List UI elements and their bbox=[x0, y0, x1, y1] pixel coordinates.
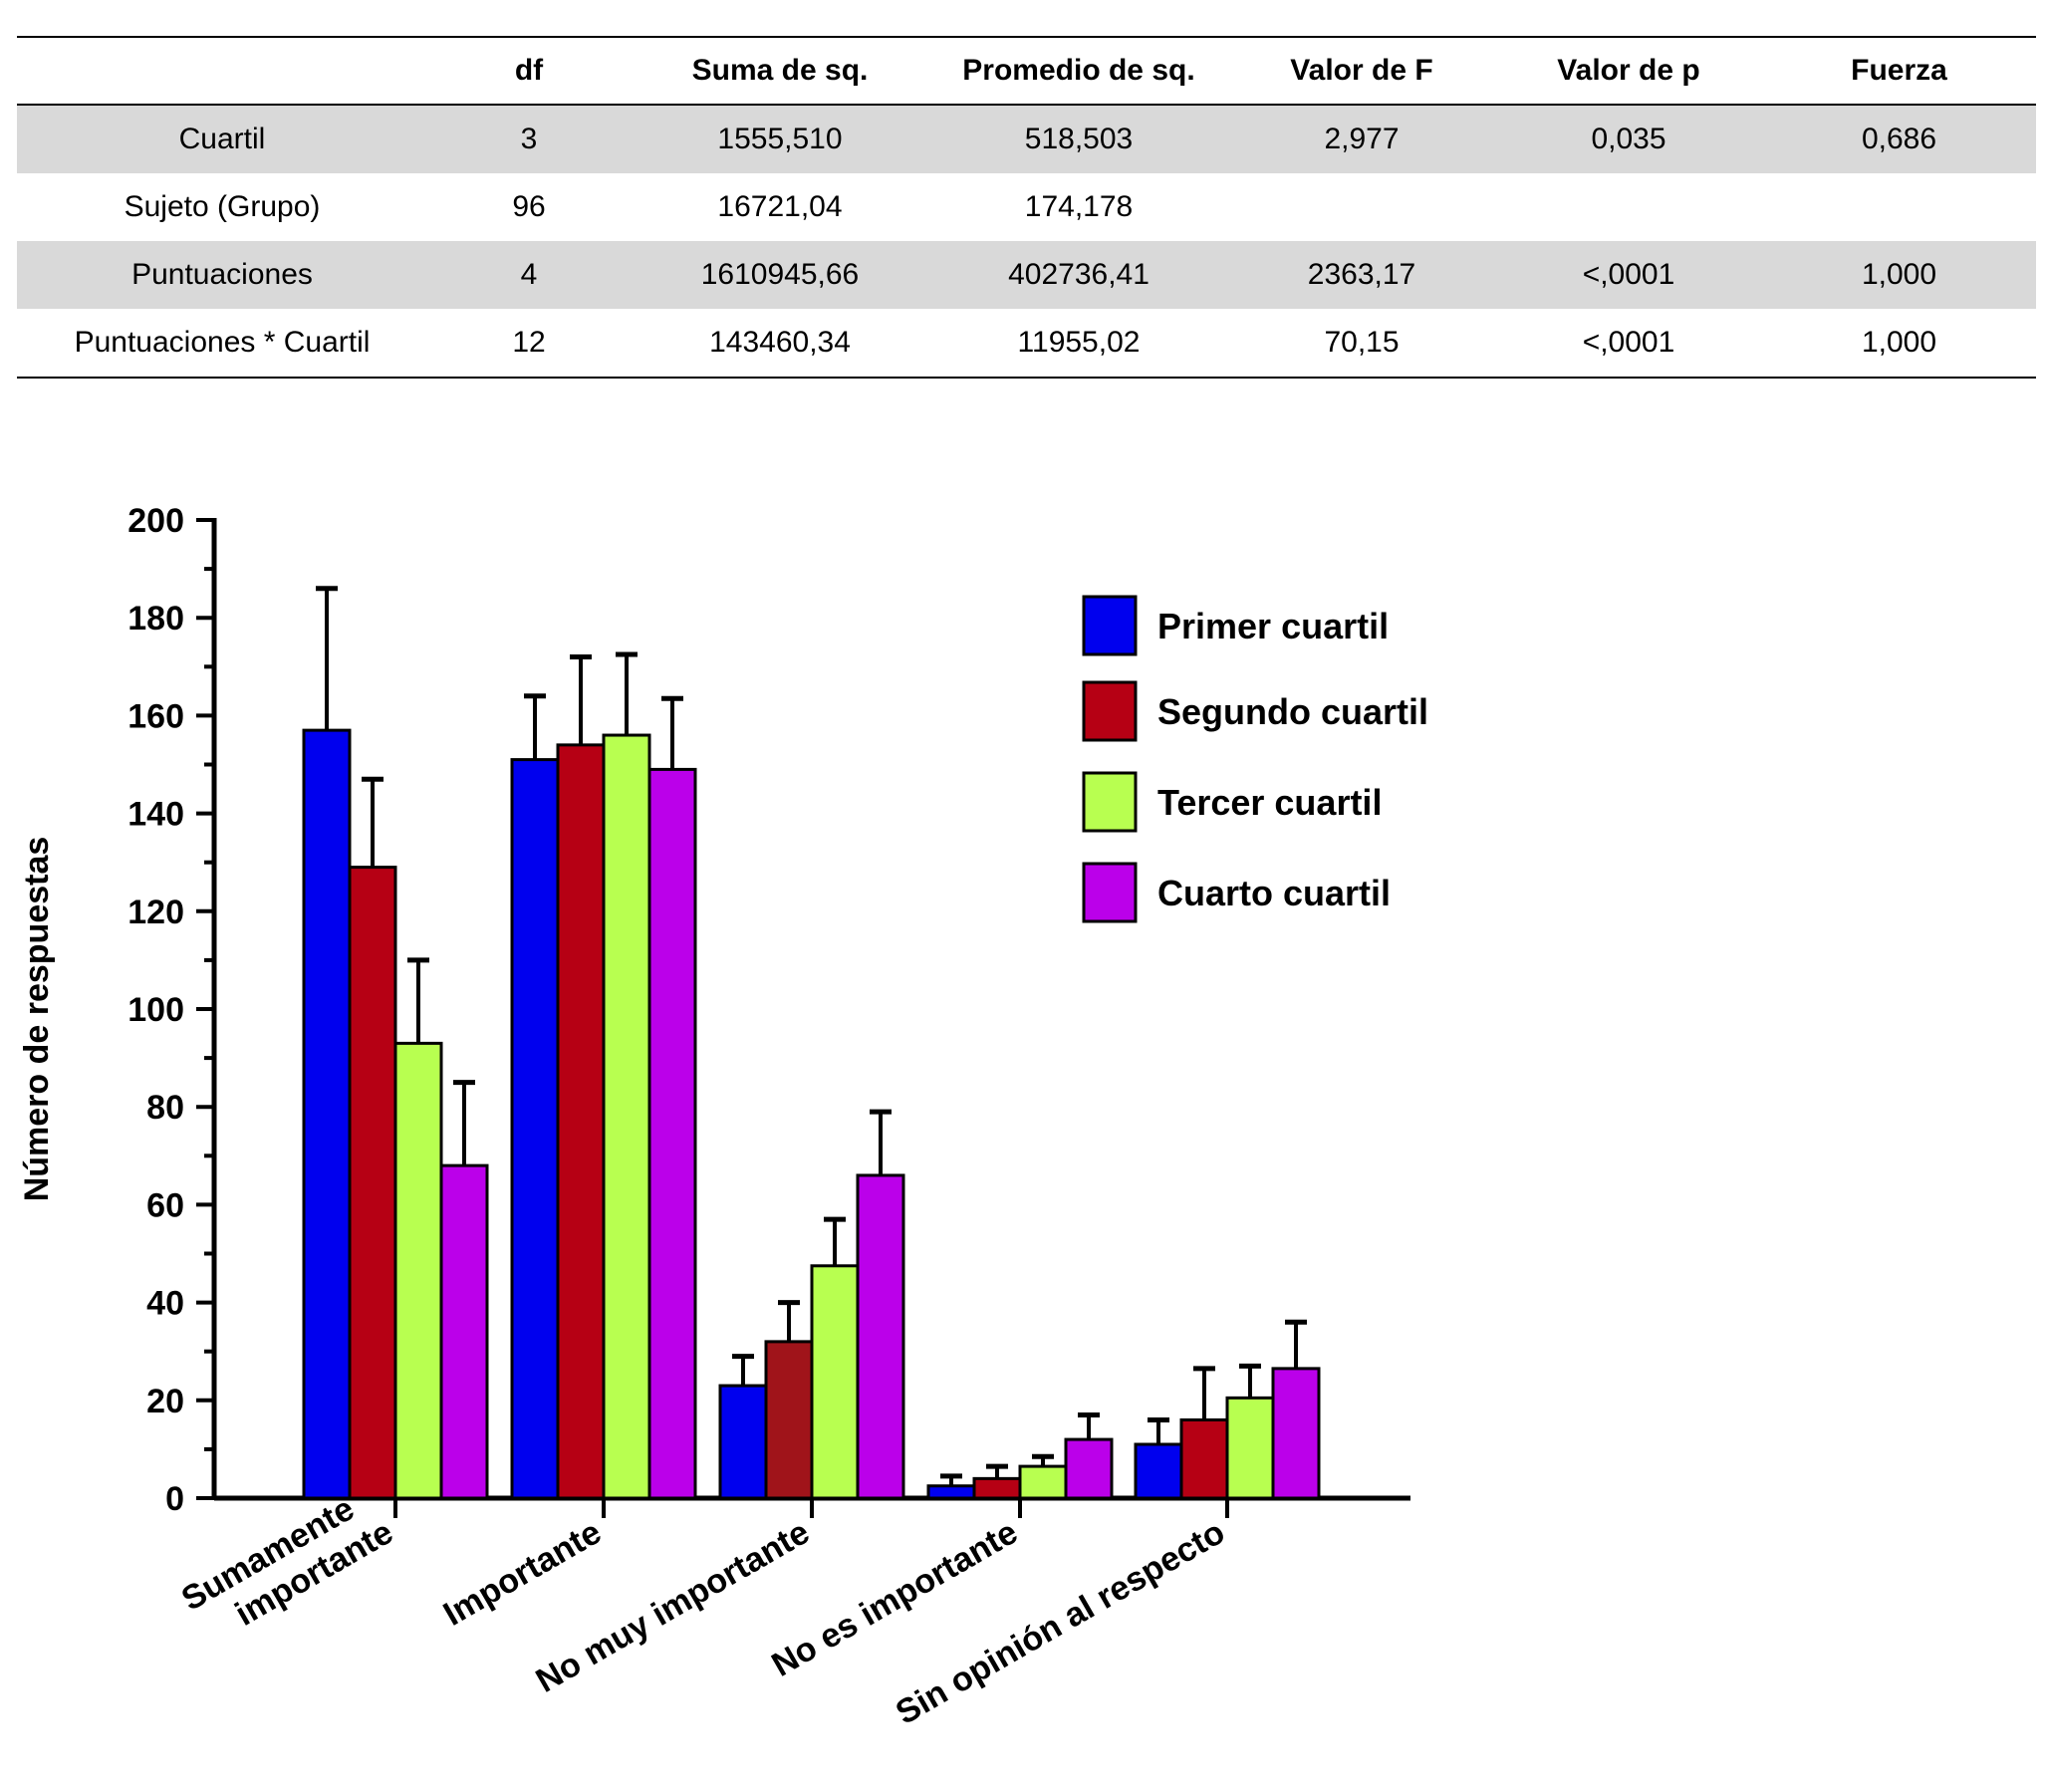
legend-swatch bbox=[1082, 680, 1138, 742]
y-axis-label: Número de respuestas bbox=[18, 837, 56, 1202]
header-cell: Valor de F bbox=[1290, 54, 1433, 87]
x-tick-label-line: Sin opinión al respecto bbox=[890, 1513, 1231, 1732]
y-tick-label: 160 bbox=[128, 697, 184, 735]
y-tick-label: 100 bbox=[128, 991, 184, 1029]
y-tick-label: 120 bbox=[128, 894, 184, 931]
x-tick-label: Sin opinión al respecto bbox=[890, 1513, 1231, 1732]
table-cell: 12 bbox=[512, 326, 546, 359]
x-tick-label: Importante bbox=[437, 1513, 608, 1634]
table-cell: 518,503 bbox=[1024, 123, 1134, 155]
bar bbox=[1018, 1464, 1068, 1500]
bar bbox=[439, 1163, 489, 1500]
bar bbox=[1225, 1396, 1275, 1500]
table-cell: Puntuaciones * Cuartil bbox=[74, 326, 371, 359]
legend-swatch bbox=[1082, 862, 1138, 923]
bar bbox=[510, 758, 560, 1500]
bar bbox=[393, 1041, 443, 1500]
table-cell: Puntuaciones bbox=[131, 258, 313, 291]
header-cell: df bbox=[514, 54, 544, 87]
legend-label: Tercer cuartil bbox=[1157, 782, 1382, 823]
table-cell: 174,178 bbox=[1024, 190, 1134, 223]
bar bbox=[602, 733, 651, 1500]
bar bbox=[810, 1264, 860, 1500]
table-cell: 2363,17 bbox=[1307, 258, 1416, 291]
table-cell: Cuartil bbox=[178, 123, 266, 155]
table-cell: 1,000 bbox=[1861, 326, 1937, 359]
table-cell: 402736,41 bbox=[1008, 258, 1150, 291]
table-cell: 1,000 bbox=[1861, 258, 1937, 291]
x-tick-label: Sumamenteimportante bbox=[175, 1478, 399, 1653]
bar bbox=[972, 1476, 1022, 1500]
bar bbox=[1064, 1437, 1114, 1500]
y-tick-label: 60 bbox=[146, 1186, 184, 1224]
y-tick-label: 180 bbox=[128, 600, 184, 638]
table-cell: Sujeto (Grupo) bbox=[124, 190, 321, 223]
bar bbox=[1179, 1417, 1229, 1500]
legend-label: Cuarto cuartil bbox=[1157, 873, 1391, 913]
legend-label: Primer cuartil bbox=[1157, 606, 1389, 646]
table-cell: 2,977 bbox=[1324, 123, 1400, 155]
y-tick-label: 140 bbox=[128, 796, 184, 834]
header-cell: Fuerza bbox=[1851, 54, 1947, 87]
table-header-row: df Suma de sq. Promedio de sq. Valor de … bbox=[17, 37, 2036, 105]
table-cell: 1555,510 bbox=[717, 123, 843, 155]
y-tick-label: 20 bbox=[146, 1383, 184, 1420]
table-cell: <,0001 bbox=[1582, 326, 1675, 359]
y-tick-label: 80 bbox=[146, 1089, 184, 1127]
table-cell: 0,035 bbox=[1591, 123, 1666, 155]
x-tick-label-line: Importante bbox=[437, 1513, 608, 1634]
bar bbox=[1271, 1367, 1321, 1500]
bar bbox=[856, 1173, 905, 1500]
table-cell: 143460,34 bbox=[709, 326, 851, 359]
legend-swatch bbox=[1082, 771, 1138, 833]
table-cell: 16721,04 bbox=[717, 190, 843, 223]
bar bbox=[1134, 1442, 1183, 1500]
header-cell: Valor de p bbox=[1557, 54, 1700, 87]
bar bbox=[556, 743, 606, 1500]
bar bbox=[926, 1484, 976, 1500]
bar bbox=[764, 1340, 814, 1500]
header-cell: Promedio de sq. bbox=[962, 54, 1195, 87]
anova-table: df Suma de sq. Promedio de sq. Valor de … bbox=[17, 36, 2036, 379]
table-cell: 3 bbox=[520, 123, 538, 155]
bar bbox=[718, 1384, 768, 1500]
legend-label: Segundo cuartil bbox=[1157, 691, 1428, 732]
y-tick-label: 0 bbox=[165, 1480, 184, 1518]
bar bbox=[647, 767, 697, 1500]
table-cell: 70,15 bbox=[1324, 326, 1400, 359]
table-row: Sujeto (Grupo) 96 16721,04 174,178 bbox=[17, 173, 2036, 241]
header-cell: Suma de sq. bbox=[691, 54, 869, 87]
table-cell: 96 bbox=[512, 190, 546, 223]
table-cell: <,0001 bbox=[1582, 258, 1675, 291]
table-row: Puntuaciones 4 1610945,66 402736,41 2363,17 <… bbox=[17, 241, 2036, 309]
bar bbox=[348, 866, 397, 1500]
bar bbox=[302, 728, 352, 1500]
table-cell: 1610945,66 bbox=[700, 258, 860, 291]
y-tick-label: 40 bbox=[146, 1285, 184, 1323]
table-cell: 11955,02 bbox=[1017, 326, 1141, 359]
table-cell: 4 bbox=[520, 258, 538, 291]
table-row: Cuartil 3 1555,510 518,503 2,977 0,035 0,686 bbox=[17, 105, 2036, 173]
legend-swatch bbox=[1082, 595, 1138, 656]
table-row: Puntuaciones * Cuartil 12 143460,34 11955,0… bbox=[17, 309, 2036, 378]
table-cell: 0,686 bbox=[1861, 123, 1937, 155]
y-tick-label: 200 bbox=[128, 502, 184, 540]
